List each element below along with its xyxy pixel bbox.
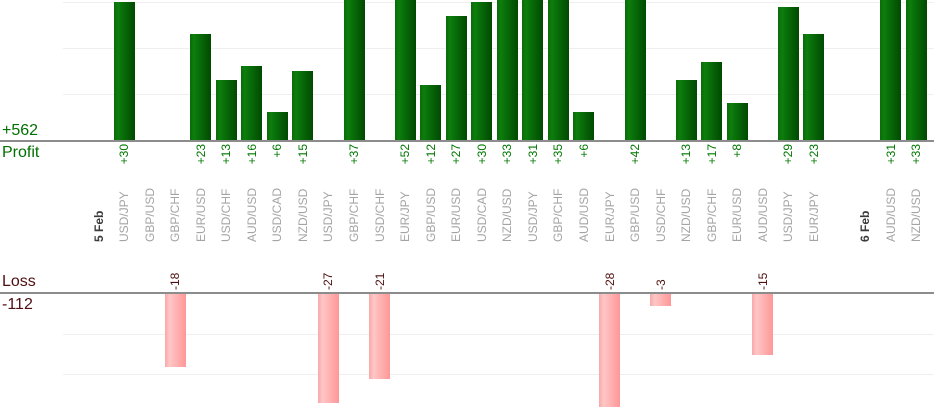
profit-bar bbox=[547, 0, 569, 140]
profit-value-label: +33 bbox=[500, 144, 515, 165]
profit-bar bbox=[215, 80, 237, 140]
profit-bar bbox=[624, 0, 646, 140]
loss-bar bbox=[369, 294, 391, 380]
profit-value-label: +23 bbox=[806, 144, 821, 165]
profit-value-label: +13 bbox=[679, 144, 694, 165]
profit-value-label: +6 bbox=[270, 144, 285, 158]
profit-bar bbox=[726, 103, 748, 140]
profit-bar bbox=[445, 15, 467, 140]
category-label: EUR/JPY bbox=[806, 191, 821, 242]
category-label: GBP/CHF bbox=[704, 188, 719, 242]
profit-bar bbox=[343, 0, 365, 140]
profit-value-label: +6 bbox=[576, 144, 591, 158]
loss-gridline bbox=[63, 374, 934, 375]
category-label: EUR/USD bbox=[730, 187, 745, 242]
profit-value-label: +42 bbox=[628, 144, 643, 165]
profit-value-label: +27 bbox=[449, 144, 464, 165]
category-label: EUR/USD bbox=[449, 187, 464, 242]
profit-bar bbox=[675, 80, 697, 140]
profit-bar bbox=[241, 66, 263, 140]
loss-bar bbox=[599, 294, 620, 408]
category-label: EUR/JPY bbox=[602, 191, 617, 242]
category-label: USD/CHF bbox=[219, 188, 234, 242]
category-label: GBP/USD bbox=[628, 187, 643, 242]
profit-bar bbox=[880, 0, 902, 140]
profit-value-label: +12 bbox=[423, 144, 438, 165]
profit-axis-title: Profit bbox=[2, 144, 40, 161]
category-label: USD/CHF bbox=[653, 188, 668, 242]
category-label: AUD/USD bbox=[755, 187, 770, 242]
loss-value-label: -18 bbox=[168, 272, 183, 290]
category-label: NZD/USD bbox=[500, 188, 515, 242]
loss-value-label: -27 bbox=[321, 272, 336, 290]
category-label: AUD/USD bbox=[883, 187, 898, 242]
date-label: 6 Feb bbox=[858, 210, 872, 242]
profit-bar bbox=[420, 84, 442, 140]
profit-total: +562 bbox=[2, 122, 39, 139]
loss-gridline bbox=[63, 333, 934, 335]
loss-bar bbox=[164, 294, 186, 367]
loss-value-label: -3 bbox=[653, 279, 668, 290]
category-label: EUR/USD bbox=[193, 187, 208, 242]
category-label: USD/JPY bbox=[321, 191, 336, 242]
category-label: USD/JPY bbox=[525, 191, 540, 242]
loss-value-label: -21 bbox=[372, 272, 387, 290]
category-label: USD/CAD bbox=[270, 187, 285, 242]
profit-value-label: +23 bbox=[193, 144, 208, 165]
loss-value-label: -15 bbox=[755, 272, 770, 290]
profit-bar bbox=[573, 112, 595, 140]
profit-value-label: +16 bbox=[244, 144, 259, 165]
profit-bar bbox=[292, 71, 314, 140]
category-label: GBP/USD bbox=[142, 187, 157, 242]
category-label: AUD/USD bbox=[576, 187, 591, 242]
profit-bar bbox=[777, 6, 799, 140]
profit-value-label: +8 bbox=[730, 144, 745, 158]
category-label: USD/JPY bbox=[781, 191, 796, 242]
profit-value-label: +30 bbox=[474, 144, 489, 165]
date-label: 5 Feb bbox=[91, 210, 106, 242]
loss-bar bbox=[752, 294, 774, 355]
category-label: USD/CAD bbox=[474, 187, 489, 242]
category-label: USD/JPY bbox=[117, 191, 132, 242]
loss-value-label: -28 bbox=[602, 272, 617, 290]
profit-bar bbox=[113, 2, 135, 140]
profit-value-label: +30 bbox=[117, 144, 132, 165]
profit-value-label: +31 bbox=[883, 144, 898, 165]
profit-value-label: +35 bbox=[551, 144, 566, 165]
profit-axis-line bbox=[0, 140, 934, 142]
category-label: GBP/CHF bbox=[551, 188, 566, 242]
profit-value-label: +29 bbox=[781, 144, 796, 165]
loss-axis-line bbox=[0, 292, 934, 294]
profit-value-label: +15 bbox=[295, 144, 310, 165]
loss-bar bbox=[317, 294, 339, 404]
loss-axis-title: Loss bbox=[2, 273, 36, 290]
profit-bar bbox=[522, 0, 544, 140]
category-label: EUR/JPY bbox=[398, 191, 413, 242]
profit-bar bbox=[803, 34, 825, 140]
category-label: NZD/USD bbox=[295, 188, 310, 242]
profit-value-label: +31 bbox=[525, 144, 540, 165]
profit-bar bbox=[471, 2, 493, 140]
profit-bar bbox=[701, 61, 723, 140]
profit-bar bbox=[394, 0, 416, 140]
loss-total: -112 bbox=[2, 296, 33, 313]
profit-bar bbox=[190, 34, 212, 140]
profit-bar bbox=[905, 0, 927, 140]
category-label: AUD/USD bbox=[244, 187, 259, 242]
profit-value-label: +17 bbox=[704, 144, 719, 165]
profit-value-label: +13 bbox=[219, 144, 234, 165]
category-label: NZD/USD bbox=[679, 188, 694, 242]
category-label: GBP/USD bbox=[423, 187, 438, 242]
category-label: NZD/USD bbox=[909, 188, 924, 242]
category-label: USD/CHF bbox=[372, 188, 387, 242]
profit-bar bbox=[496, 0, 518, 140]
category-label: GBP/CHF bbox=[347, 188, 361, 242]
profit-value-label: +37 bbox=[347, 144, 361, 165]
category-label: GBP/CHF bbox=[168, 188, 183, 242]
loss-bar bbox=[650, 294, 672, 307]
profit-value-label: +33 bbox=[909, 144, 924, 165]
profit-value-label: +52 bbox=[398, 144, 413, 165]
profit-bar bbox=[266, 112, 288, 140]
